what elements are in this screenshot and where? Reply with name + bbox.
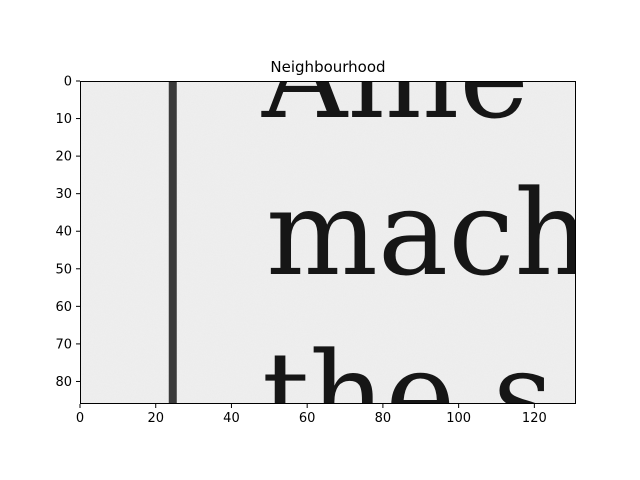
x-tick-label-40: 40 bbox=[223, 411, 240, 426]
x-tick-label-20: 20 bbox=[147, 411, 164, 426]
y-tick-label-10: 10 bbox=[55, 112, 72, 127]
x-tick-label-60: 60 bbox=[299, 411, 316, 426]
y-tick-label-0: 0 bbox=[64, 75, 72, 90]
plot-frame bbox=[80, 81, 576, 404]
x-tick-label-120: 120 bbox=[522, 411, 547, 426]
y-tick-label-20: 20 bbox=[55, 150, 72, 165]
y-axis: 0 10 20 30 40 50 60 70 80 bbox=[55, 75, 80, 390]
image-text-line-1: Ame bbox=[261, 7, 529, 145]
x-tick-label-100: 100 bbox=[446, 411, 471, 426]
y-tick-label-40: 40 bbox=[55, 225, 72, 240]
x-axis: 0 20 40 60 80 100 120 bbox=[76, 404, 547, 426]
image-text-line-2: mach bbox=[266, 164, 590, 302]
y-tick-label-60: 60 bbox=[55, 300, 72, 315]
y-tick-label-30: 30 bbox=[55, 187, 72, 202]
x-tick-label-0: 0 bbox=[76, 411, 84, 426]
y-tick-label-70: 70 bbox=[55, 337, 72, 352]
x-tick-label-80: 80 bbox=[375, 411, 392, 426]
y-tick-label-80: 80 bbox=[55, 375, 72, 390]
paper-texture bbox=[80, 81, 576, 404]
image-crop: Ame mach the s bbox=[80, 7, 590, 464]
image-text-line-3: the s bbox=[262, 326, 553, 464]
y-tick-label-50: 50 bbox=[55, 262, 72, 277]
figure-title: Neighbourhood bbox=[270, 58, 385, 76]
vertical-rule bbox=[168, 81, 177, 404]
